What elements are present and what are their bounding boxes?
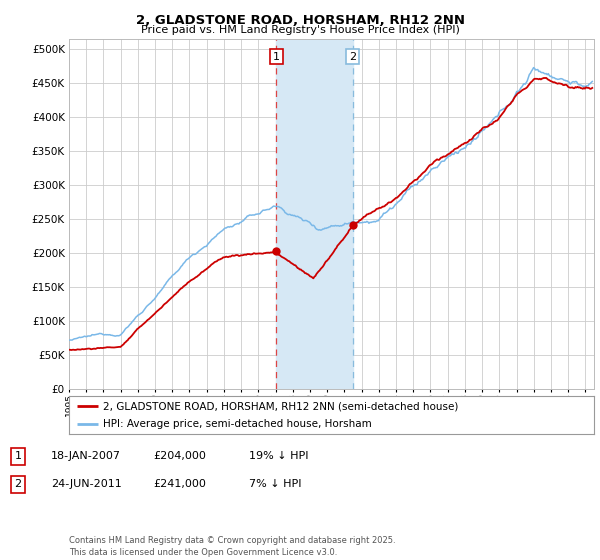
Text: Contains HM Land Registry data © Crown copyright and database right 2025.
This d: Contains HM Land Registry data © Crown c… xyxy=(69,536,395,557)
Text: £204,000: £204,000 xyxy=(153,451,206,461)
Text: 7% ↓ HPI: 7% ↓ HPI xyxy=(249,479,302,489)
Text: 2: 2 xyxy=(14,479,22,489)
Text: 2, GLADSTONE ROAD, HORSHAM, RH12 2NN: 2, GLADSTONE ROAD, HORSHAM, RH12 2NN xyxy=(136,14,464,27)
Text: 19% ↓ HPI: 19% ↓ HPI xyxy=(249,451,308,461)
Text: 18-JAN-2007: 18-JAN-2007 xyxy=(51,451,121,461)
Text: Price paid vs. HM Land Registry's House Price Index (HPI): Price paid vs. HM Land Registry's House … xyxy=(140,25,460,35)
Text: £241,000: £241,000 xyxy=(153,479,206,489)
Text: 24-JUN-2011: 24-JUN-2011 xyxy=(51,479,122,489)
Text: 1: 1 xyxy=(273,52,280,62)
Text: 2, GLADSTONE ROAD, HORSHAM, RH12 2NN (semi-detached house): 2, GLADSTONE ROAD, HORSHAM, RH12 2NN (se… xyxy=(103,401,458,411)
Text: 2: 2 xyxy=(349,52,356,62)
Bar xyxy=(277,39,353,389)
Text: 1: 1 xyxy=(14,451,22,461)
Text: HPI: Average price, semi-detached house, Horsham: HPI: Average price, semi-detached house,… xyxy=(103,419,372,429)
